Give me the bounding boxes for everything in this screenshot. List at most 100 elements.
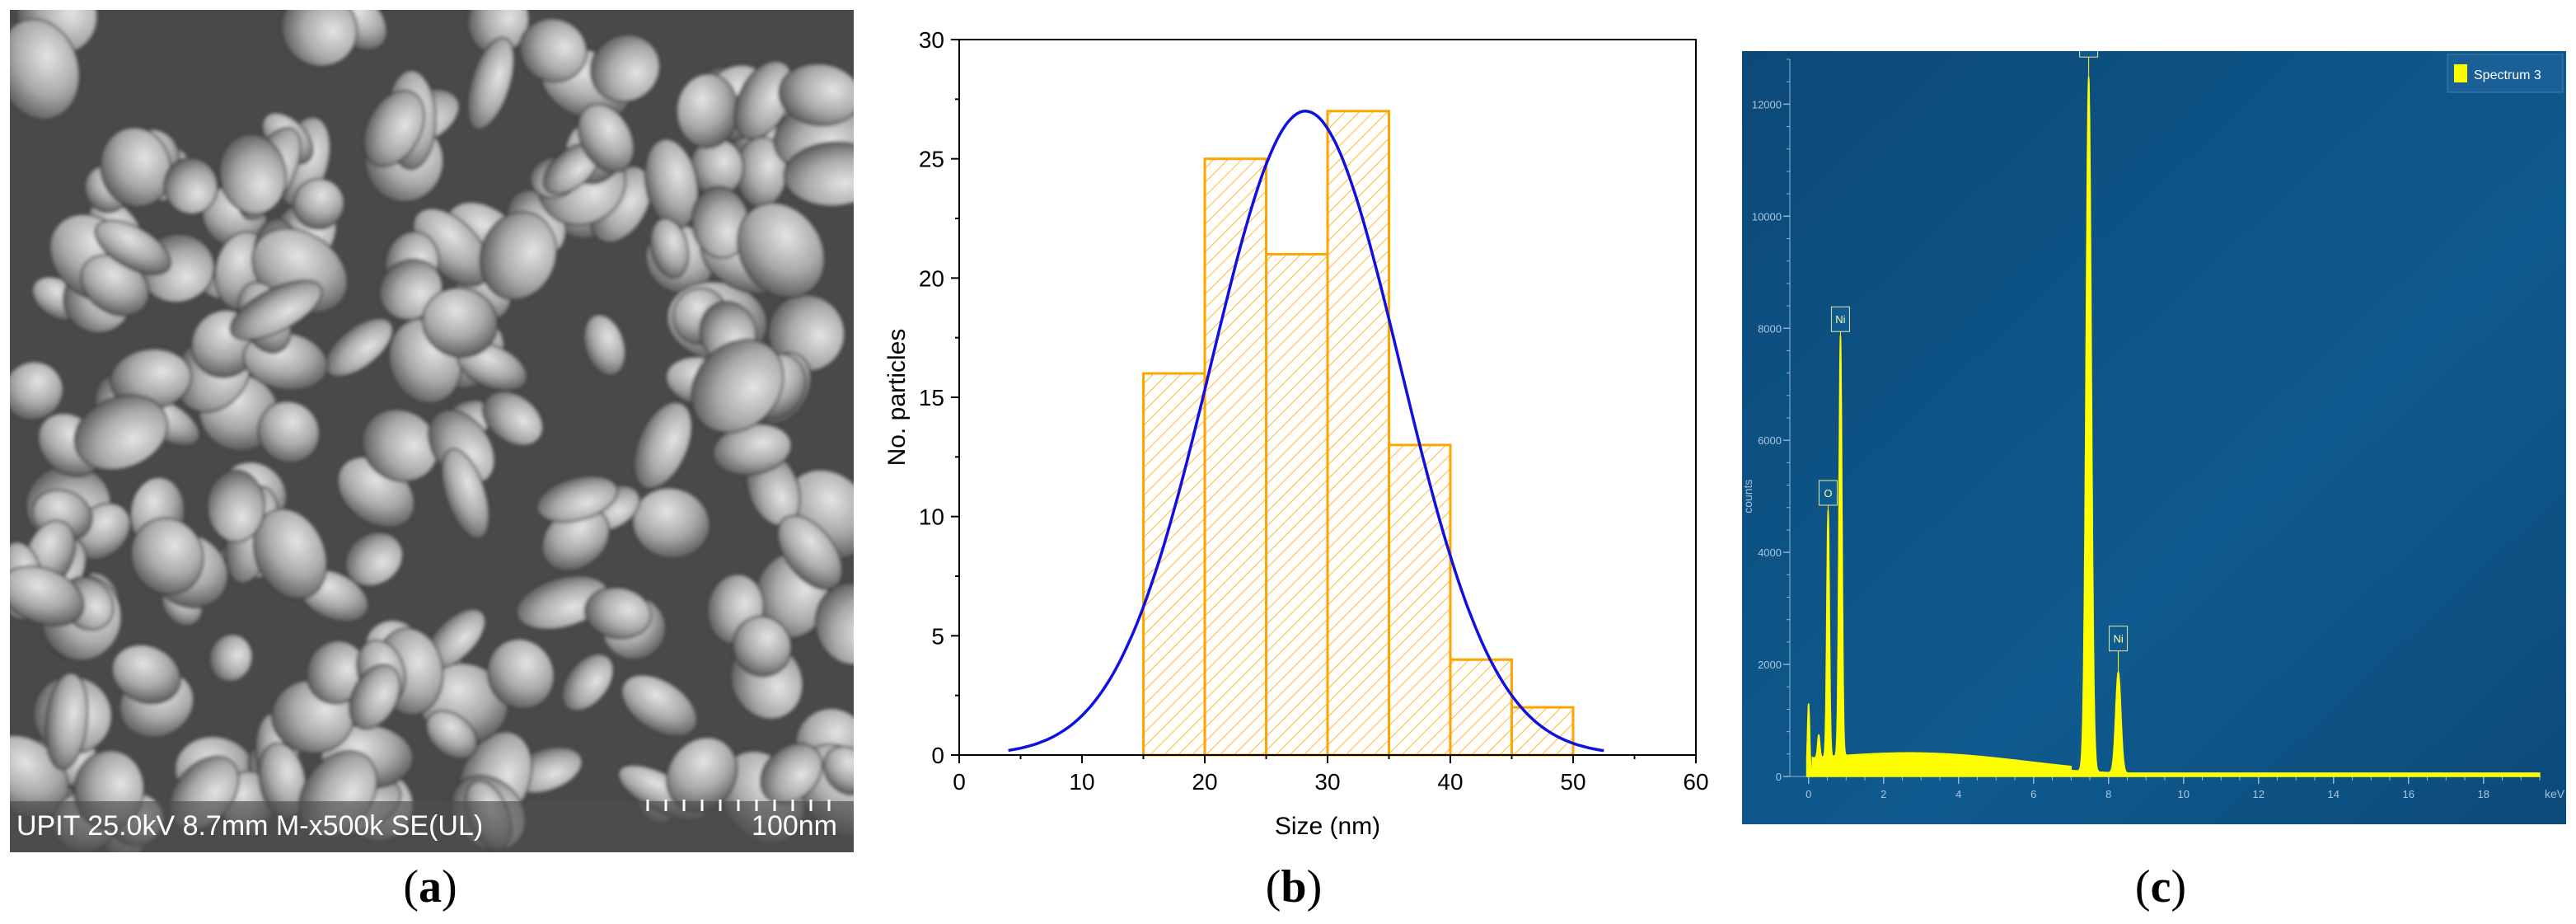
nanoparticle-grain <box>229 279 323 341</box>
x-tick-label: 8 <box>2105 788 2111 800</box>
histogram-chart: 0 10 20 30 40 50 60 0 5 10 15 20 25 30 Size (nm) No.… <box>883 27 1709 840</box>
legend-entry: Spectrum 3 <box>2474 68 2541 82</box>
eds-spectrum-chart: 0 2000 4000 6000 8000 10000 12000 0 2 4 6 8 10 12 14 16… <box>1741 31 2566 824</box>
nanoparticle-grain <box>10 361 64 421</box>
peak-label: Ni <box>1830 306 1850 357</box>
nanoparticle-grain <box>100 126 172 209</box>
nanoparticle-grain <box>621 674 698 738</box>
nanoparticle-grain <box>10 18 81 121</box>
nanoparticle-grain <box>10 565 85 627</box>
x-axis-label: Size (nm) <box>1275 813 1380 840</box>
y-tick-label: 0 <box>931 743 944 768</box>
nanoparticle-grain <box>257 400 321 464</box>
caption-c: (c) <box>2134 861 2187 912</box>
nanoparticle-grain <box>479 211 558 301</box>
x-tick-label: 20 <box>1192 769 1217 795</box>
legend-swatch <box>2454 64 2467 82</box>
x-tick-label: 30 <box>1314 769 1340 795</box>
y-tick-label: 2000 <box>1758 659 1782 671</box>
nanoparticle-grain <box>422 287 499 359</box>
y-tick-label: 12000 <box>1752 98 1782 110</box>
nanoparticle-grain <box>783 141 854 207</box>
nanoparticle-grain <box>732 615 792 678</box>
x-tick-label: 16 <box>2403 788 2414 800</box>
nanoparticle-grain <box>814 582 854 666</box>
x-axis-label: keV <box>2545 787 2565 800</box>
x-tick-label: 0 <box>953 769 966 795</box>
nanoparticle-grain <box>691 339 785 434</box>
nanoparticle-grain <box>583 314 626 377</box>
nanoparticle-grain <box>208 633 254 682</box>
nanoparticle-grain <box>583 586 652 640</box>
nanoparticle-grain <box>486 638 555 710</box>
nanoparticle-grain <box>73 394 169 471</box>
peak-label-text: O <box>1824 487 1832 500</box>
nanoparticle-grain <box>252 508 328 600</box>
x-tick-label: 50 <box>1560 769 1585 795</box>
nanoparticle-grain <box>129 517 204 596</box>
y-tick-label: 15 <box>919 385 944 410</box>
nanoparticle-grain <box>560 653 615 712</box>
y-axis-label: counts <box>1742 480 1754 514</box>
histogram-bar <box>1449 658 1513 757</box>
nanoparticle-grain <box>649 218 690 279</box>
nanoparticle-grain <box>518 17 588 83</box>
scale-bar <box>646 800 831 811</box>
y-tick-label: 20 <box>919 265 944 291</box>
y-tick-label: 30 <box>919 27 944 53</box>
y-tick-label: 10 <box>919 504 944 530</box>
peak-label-text: Ni <box>2113 633 2123 645</box>
histogram-bar <box>1388 443 1452 757</box>
x-tick-label: 10 <box>2178 788 2190 800</box>
x-tick-label: 2 <box>1880 788 1886 800</box>
y-tick-label: 6000 <box>1758 434 1782 447</box>
nanoparticle-grain <box>425 710 478 760</box>
nanoparticle-grain <box>441 448 490 540</box>
nanoparticle-grain <box>466 36 515 130</box>
x-tick-label: 10 <box>1069 769 1094 795</box>
caption-a: (a) <box>403 861 457 912</box>
histogram-panel: 0 10 20 30 40 50 60 0 5 10 15 20 25 30 Size (nm) No.… <box>873 10 1722 859</box>
x-tick-label: 60 <box>1683 769 1708 795</box>
nanoparticle-grain <box>206 469 265 543</box>
nanoparticle-grain <box>737 202 826 299</box>
nanoparticle-grain <box>163 157 218 215</box>
y-tick-label: 25 <box>919 147 944 172</box>
x-tick-label: 6 <box>2030 788 2036 800</box>
nanoparticle-grain <box>218 133 288 215</box>
x-tick-label: 12 <box>2253 788 2265 800</box>
nanoparticle-grain <box>733 60 794 140</box>
nanoparticle-grain <box>589 34 661 103</box>
nanoparticle-grain <box>280 10 358 68</box>
nanoparticle-grain <box>577 103 635 173</box>
nanoparticle-grain <box>536 475 619 523</box>
histogram-bar <box>1510 706 1575 757</box>
sem-info-text: UPIT 25.0kV 8.7mm M-x500k SE(UL) <box>16 810 484 842</box>
nanoparticle-grain <box>293 177 345 230</box>
y-tick-label: 8000 <box>1758 322 1782 335</box>
scale-bar-label: 100nm <box>752 810 837 842</box>
nanoparticle-grain <box>361 408 439 483</box>
peak-label-text: Ni <box>1835 313 1845 326</box>
gaussian-fit-curve <box>1008 110 1604 753</box>
histogram-bar <box>1265 252 1329 757</box>
y-tick-label: 5 <box>931 623 944 649</box>
y-tick-label: 4000 <box>1758 546 1782 559</box>
eds-spectrum-panel: 0 2000 4000 6000 8000 10000 12000 0 2 4 6 8 10 12 14 16… <box>1741 31 2566 824</box>
nanoparticle-grain <box>776 514 843 590</box>
nanoparticle-grain <box>111 644 181 705</box>
nanoparticle-grain <box>778 63 854 127</box>
nanoparticle-grain <box>44 672 89 771</box>
spectrum-background <box>1742 51 2566 824</box>
nanoparticle-grain <box>822 745 854 796</box>
nanoparticle-grain <box>344 531 404 587</box>
sem-micrograph <box>10 10 854 852</box>
y-axis-label: No. particles <box>883 329 911 467</box>
nanoparticle-grain <box>759 742 823 804</box>
x-tick-label: 18 <box>2478 788 2489 800</box>
x-tick-label: 14 <box>2328 788 2339 800</box>
peak-label: O <box>1818 480 1838 530</box>
nanoparticle-grain <box>363 89 425 167</box>
nanoparticle-grain <box>349 664 401 730</box>
y-tick-label: 0 <box>1776 771 1782 783</box>
